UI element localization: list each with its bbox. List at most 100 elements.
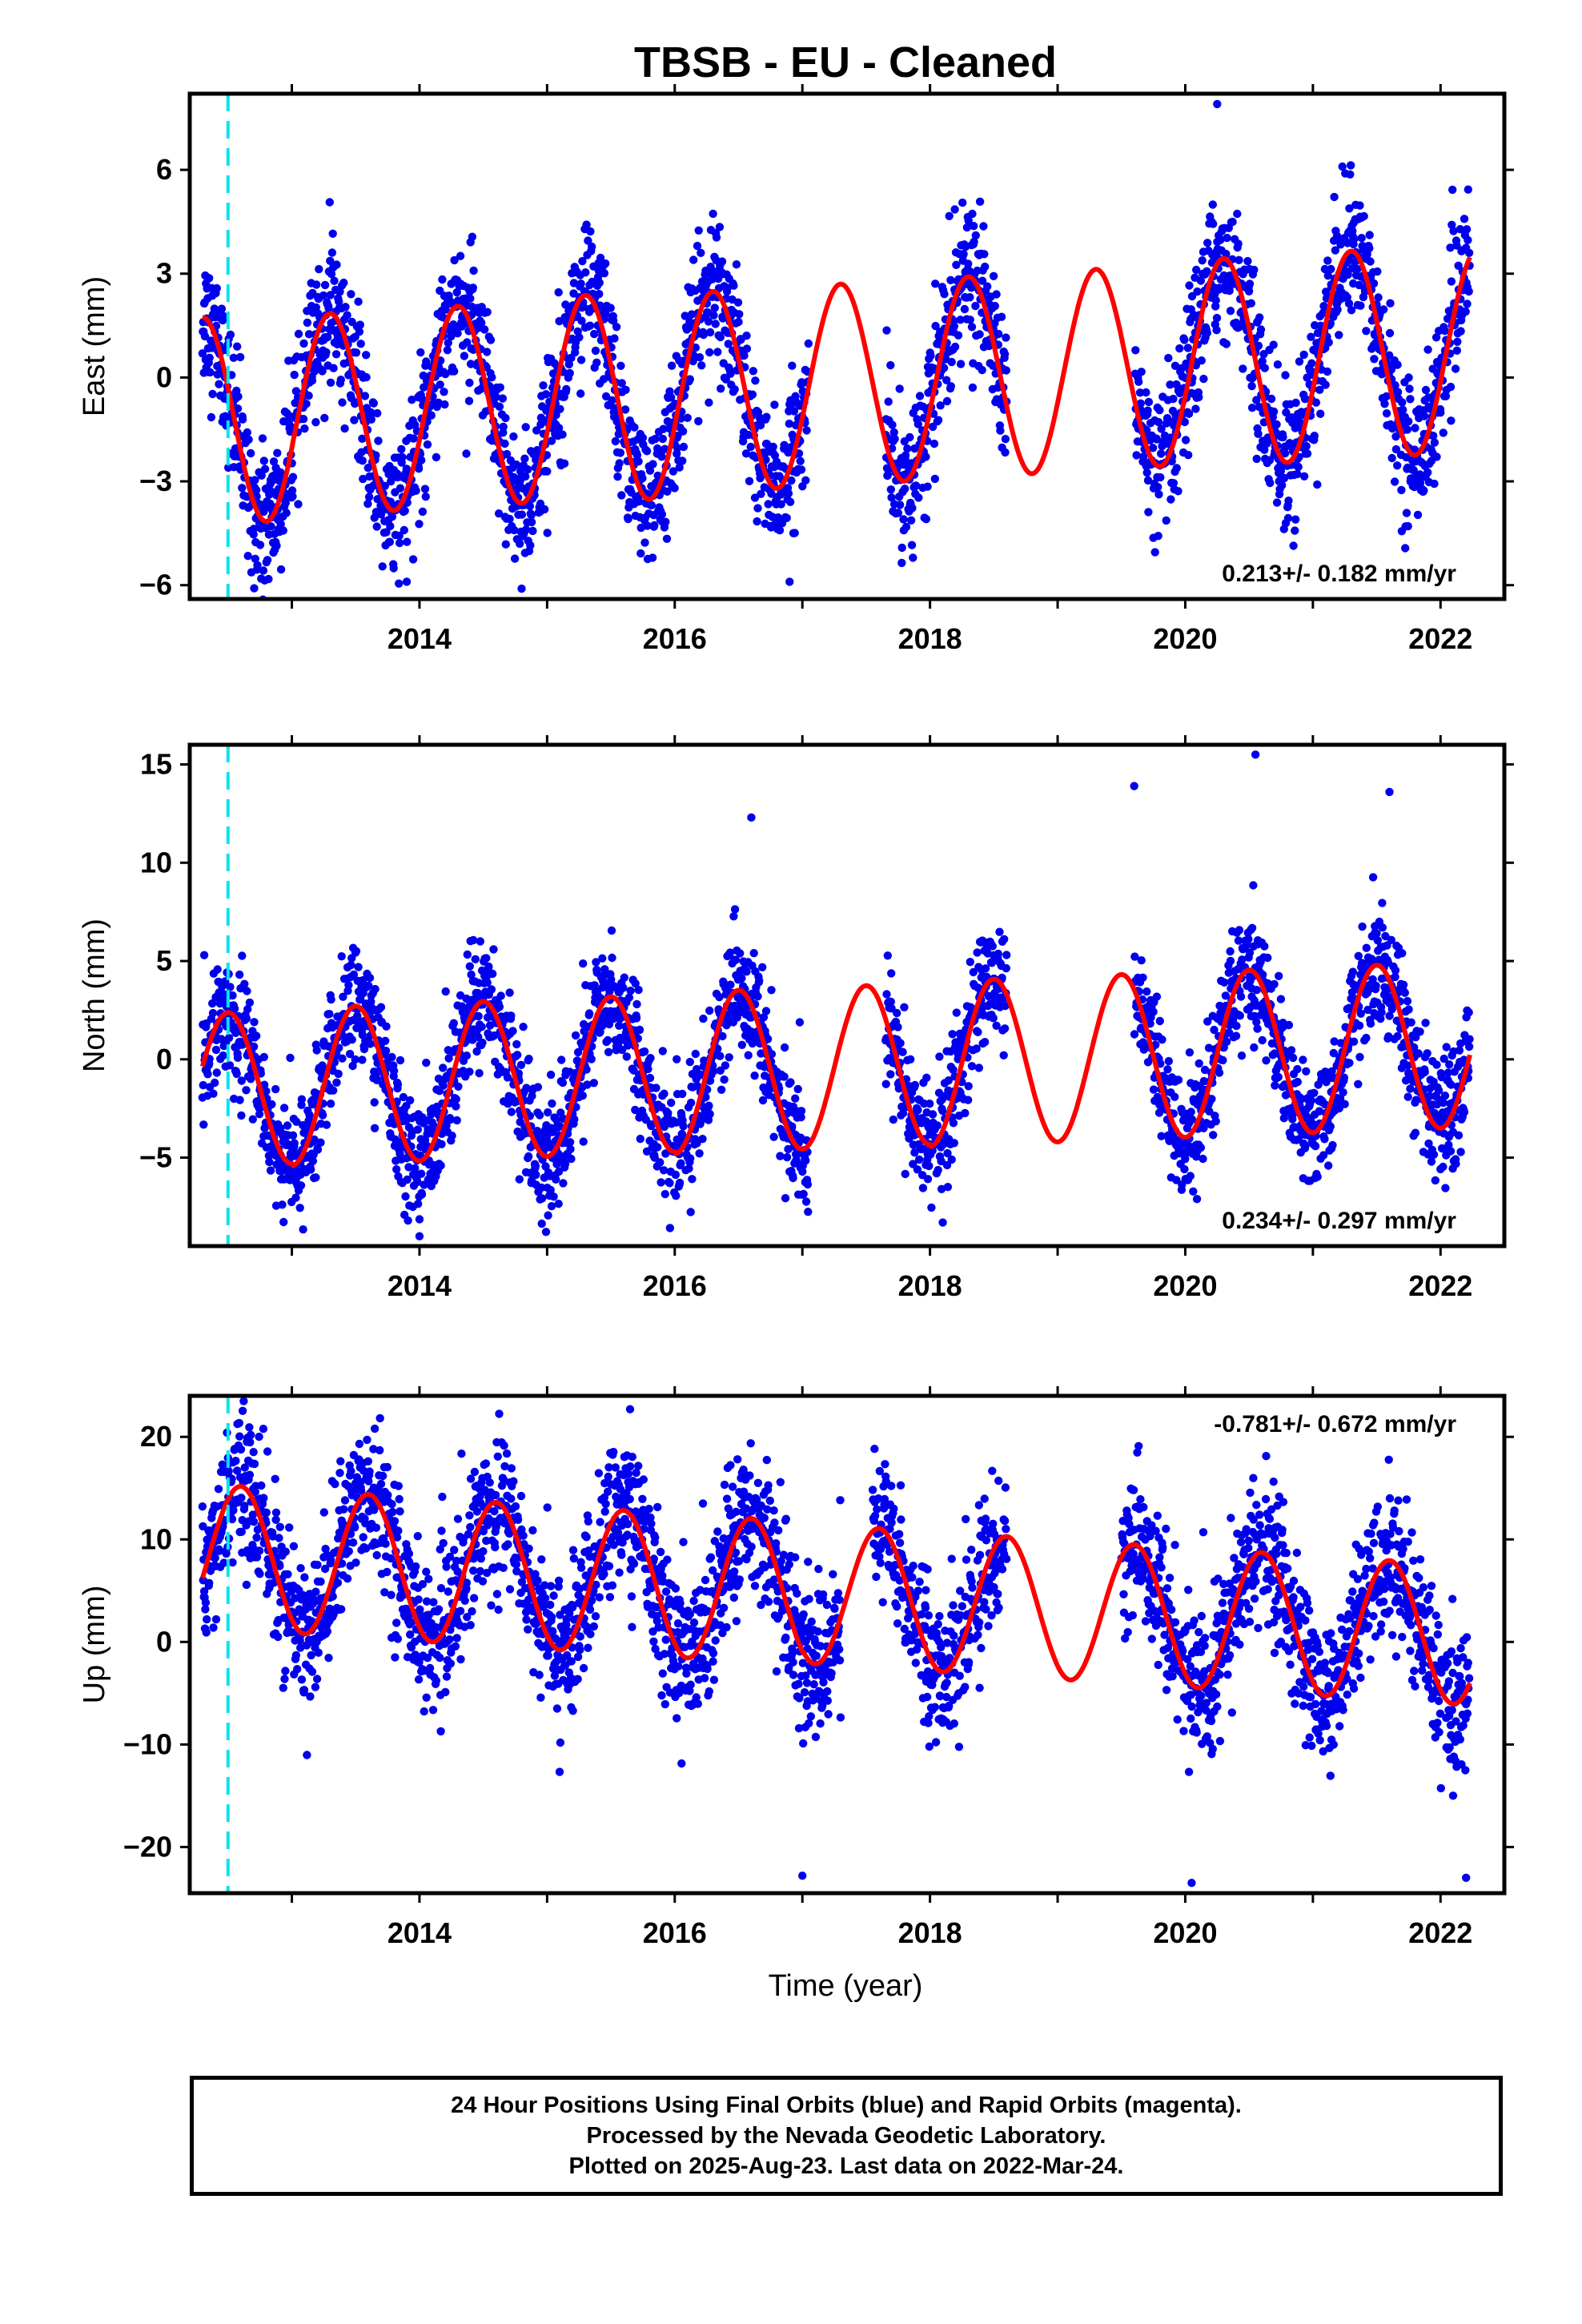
y-tick-label: 0 — [156, 360, 172, 393]
data-point — [964, 1096, 973, 1104]
data-point — [1222, 340, 1231, 348]
data-point — [291, 1193, 300, 1202]
data-point — [1162, 516, 1170, 525]
data-point — [609, 316, 618, 325]
data-point — [946, 275, 955, 284]
data-point — [519, 1023, 528, 1031]
data-point — [1295, 357, 1304, 366]
data-point — [413, 1177, 422, 1187]
data-point — [349, 970, 359, 979]
data-point — [488, 373, 496, 382]
data-point — [583, 1080, 592, 1089]
data-point — [337, 952, 346, 961]
data-point — [886, 485, 896, 494]
data-point — [492, 392, 500, 401]
data-point — [1330, 192, 1339, 202]
data-point — [260, 1080, 269, 1089]
data-point — [1130, 952, 1139, 961]
data-point — [308, 1156, 318, 1166]
data-point — [621, 385, 630, 394]
data-point — [409, 434, 418, 443]
data-point — [705, 1110, 714, 1119]
data-point — [537, 1183, 546, 1192]
data-point — [312, 280, 321, 289]
data-point — [1170, 1092, 1179, 1101]
data-point — [1369, 279, 1379, 288]
data-point — [1365, 231, 1374, 239]
data-point — [653, 1143, 662, 1152]
data-point — [219, 1051, 227, 1060]
data-point — [948, 1030, 957, 1039]
data-point — [350, 416, 359, 424]
data-point — [340, 424, 349, 433]
data-point — [299, 415, 308, 424]
data-point — [974, 983, 983, 992]
data-point — [585, 321, 595, 330]
data-point — [705, 348, 714, 357]
data-point — [278, 1200, 287, 1209]
data-point — [444, 1054, 453, 1063]
data-point — [656, 1158, 665, 1167]
data-point — [895, 501, 905, 509]
data-point — [1303, 449, 1312, 458]
data-point — [750, 1072, 759, 1080]
data-point — [1447, 277, 1456, 286]
data-point — [1223, 233, 1231, 243]
data-point — [974, 1027, 982, 1037]
data-point — [776, 1152, 785, 1160]
data-point — [1198, 256, 1207, 265]
data-point — [1447, 416, 1456, 425]
data-point — [507, 1108, 516, 1116]
data-point — [697, 361, 706, 370]
data-point — [288, 1131, 298, 1140]
data-point — [547, 1202, 556, 1211]
data-point — [1235, 255, 1243, 264]
data-point — [939, 364, 949, 372]
data-point — [589, 1079, 598, 1088]
data-point — [1316, 409, 1325, 418]
data-point-outlier — [402, 577, 412, 586]
data-point — [753, 517, 761, 526]
data-point — [782, 1152, 792, 1162]
data-point — [208, 389, 217, 399]
data-point — [1195, 1059, 1203, 1068]
data-point — [370, 1098, 379, 1107]
data-point — [525, 501, 535, 511]
data-point — [1262, 1056, 1271, 1065]
data-point — [1231, 1031, 1241, 1040]
data-point — [780, 440, 789, 449]
data-point — [667, 393, 676, 402]
data-point — [343, 311, 351, 320]
data-point — [1172, 1176, 1181, 1184]
data-point — [1260, 445, 1269, 454]
data-point — [1247, 381, 1256, 391]
data-point — [600, 269, 609, 278]
data-point — [915, 392, 925, 400]
data-point — [205, 353, 214, 362]
data-point — [944, 1076, 954, 1085]
data-point — [926, 352, 935, 360]
data-point — [983, 282, 992, 291]
data-point — [595, 278, 604, 287]
data-point — [432, 452, 441, 462]
data-point — [331, 350, 341, 359]
data-point — [1380, 400, 1389, 408]
data-point — [387, 513, 397, 521]
data-point — [215, 380, 223, 388]
data-point — [339, 992, 347, 1001]
data-point — [679, 1122, 688, 1131]
data-point — [1362, 327, 1371, 336]
data-point — [1288, 1115, 1297, 1124]
data-point — [1403, 425, 1412, 434]
data-point — [463, 950, 472, 959]
data-point — [363, 464, 372, 472]
data-point — [1157, 1132, 1166, 1140]
data-point — [989, 271, 998, 280]
data-point — [442, 1121, 451, 1130]
data-point — [243, 1005, 252, 1014]
data-point — [604, 1047, 613, 1057]
data-point — [670, 484, 679, 493]
data-point — [355, 320, 364, 329]
data-point — [742, 967, 751, 976]
